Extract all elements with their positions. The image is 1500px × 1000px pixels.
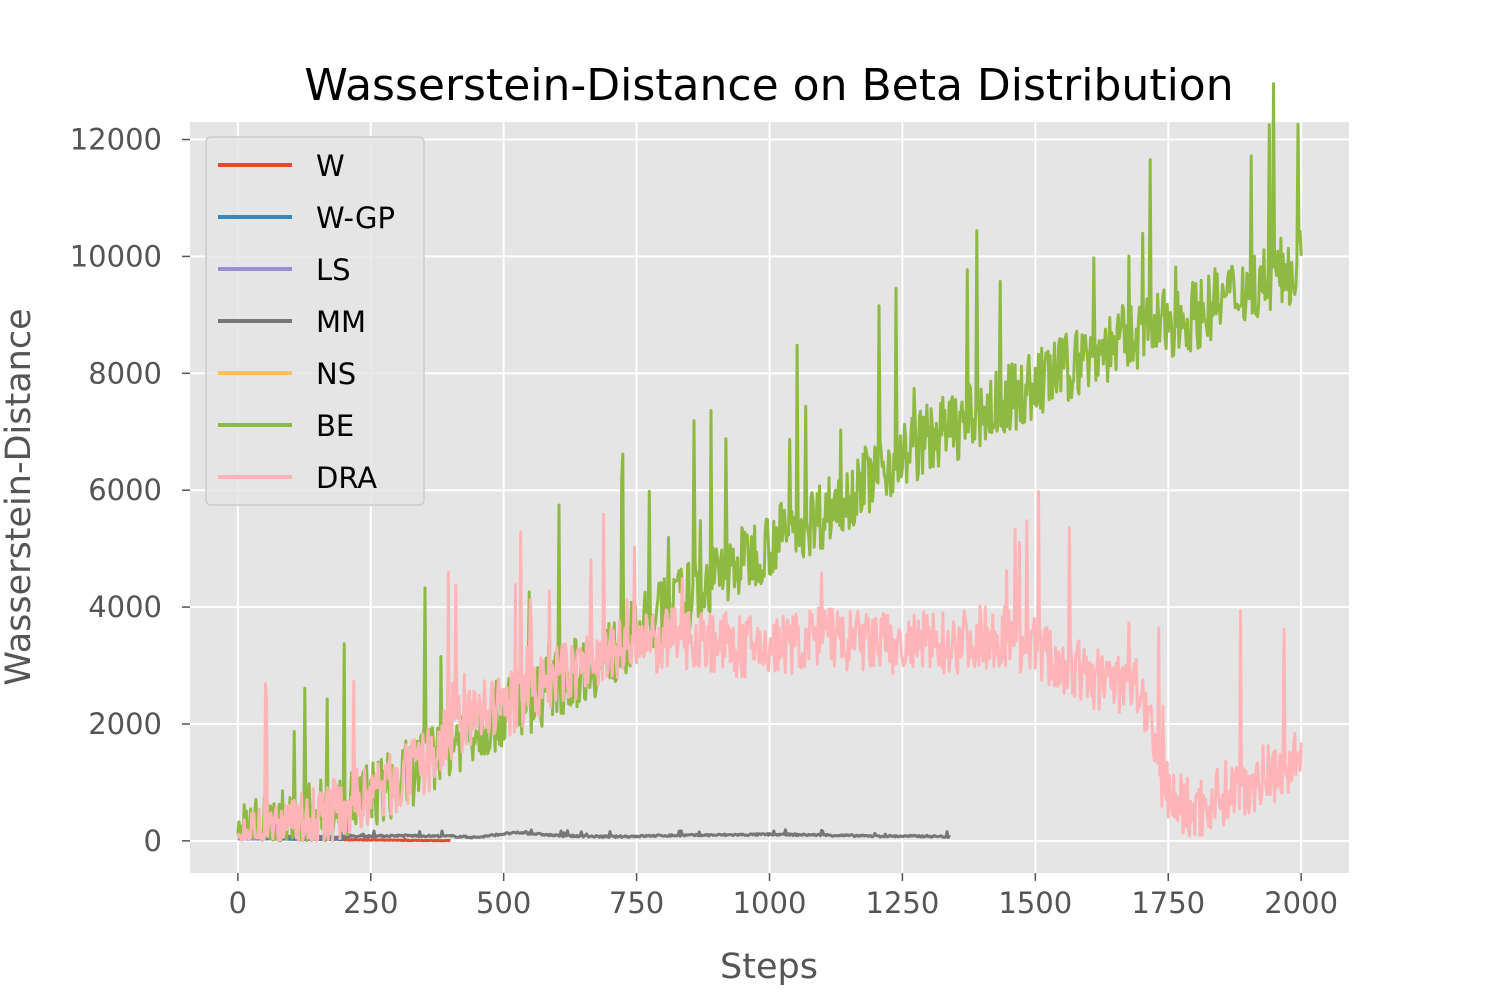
y-tick-label: 12000 (70, 123, 162, 157)
x-tick-label: 500 (476, 886, 531, 920)
series-line-mm (237, 828, 951, 840)
y-tick-label: 6000 (88, 473, 162, 507)
chart-title: Wasserstein-Distance on Beta Distributio… (304, 60, 1233, 111)
series-line-dra (236, 490, 1303, 843)
x-tick-label: 0 (229, 886, 247, 920)
y-axis-label: Wasserstein-Distance (0, 308, 39, 685)
y-tick-label: 0 (144, 824, 162, 858)
y-tick-label: 4000 (88, 590, 162, 624)
legend-label: NS (316, 357, 356, 391)
series-layer (236, 82, 1303, 843)
y-tick-label: 8000 (88, 356, 162, 390)
x-tick-label: 1500 (998, 886, 1072, 920)
y-tick-label: 10000 (70, 239, 162, 273)
x-tick-label: 750 (609, 886, 664, 920)
x-tick-label: 250 (343, 886, 398, 920)
x-axis-label: Steps (720, 947, 818, 987)
x-tick-label: 2000 (1264, 886, 1338, 920)
legend-box (205, 136, 425, 506)
legend-label: BE (316, 409, 354, 443)
x-tick-label: 1000 (733, 886, 807, 920)
axis-ticks: 0 250 500 750 1000 1250 1500 1750 2000 0 2000 4000 6… (70, 123, 1338, 920)
legend-label: DRA (316, 461, 377, 495)
legend-label: LS (316, 253, 351, 287)
legend-label: W-GP (316, 201, 395, 235)
y-tick-label: 2000 (88, 707, 162, 741)
series-line-be (236, 82, 1303, 843)
x-tick-label: 1250 (866, 886, 940, 920)
legend-label: MM (316, 305, 366, 339)
legend: W W-GP LS MM NS BE DRA (205, 136, 425, 506)
legend-label: W (316, 149, 345, 183)
x-tick-label: 1750 (1131, 886, 1205, 920)
